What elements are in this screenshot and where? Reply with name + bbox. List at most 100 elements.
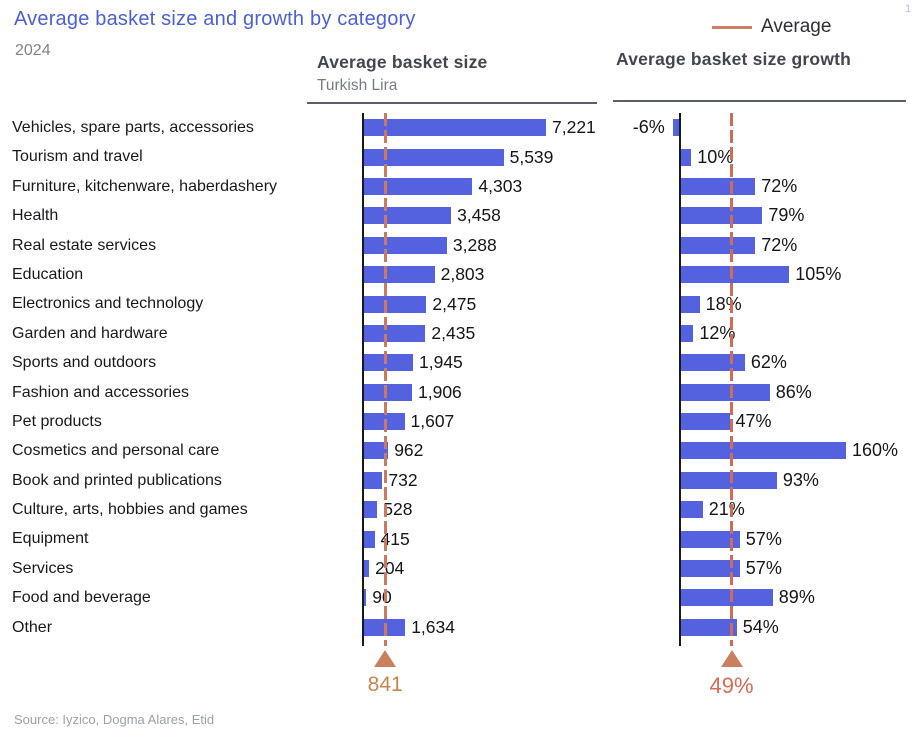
bar-row: -6%: [633, 113, 923, 142]
bar: [681, 266, 790, 284]
bar-row: 1,906: [364, 378, 617, 407]
bar: [364, 560, 370, 578]
bar-value-label: 2,475: [432, 293, 477, 314]
bar-row: 79%: [681, 201, 923, 230]
right-bars: -6% 10% 72% 79% 72% 105% 18% 12% 62% 86% 47% 160% 93…: [633, 113, 923, 642]
bar-value-label: 160%: [852, 440, 899, 461]
bar-value-label: 1,607: [410, 411, 455, 432]
bar: [364, 177, 473, 195]
bar: [681, 383, 770, 401]
basket-size-chart: 7,221 5,539 4,303 3,458 3,288 2,803 2,475 2,435…: [362, 113, 617, 713]
bar-row: 3,288: [364, 231, 617, 260]
bar-row: 18%: [681, 289, 923, 318]
bar-row: 528: [364, 495, 617, 524]
right-panel-rule: [613, 100, 906, 102]
average-marker-icon: [374, 650, 397, 667]
bar-value-label: 105%: [795, 264, 842, 285]
bar: [681, 324, 694, 342]
bar: [364, 354, 413, 372]
bar-row: 962: [364, 436, 617, 465]
bar-row: 732: [364, 466, 617, 495]
category-label: Fashion and accessories: [12, 383, 189, 401]
bar-value-label: 10%: [697, 146, 734, 167]
bar-value-label: 3,458: [457, 205, 501, 226]
bar-row: 2,475: [364, 289, 617, 318]
average-line: [383, 113, 387, 646]
bar-value-label: 204: [375, 558, 405, 579]
bar: [681, 236, 756, 254]
category-label: Education: [12, 265, 84, 283]
category-label: Garden and hardware: [12, 324, 168, 342]
bar-value-label: 1,906: [418, 381, 462, 402]
average-value-label: 841: [367, 673, 403, 696]
bar: [681, 177, 756, 195]
category-label: Pet products: [12, 412, 102, 430]
bar: [681, 148, 692, 166]
year-subtitle: 2024: [15, 42, 51, 59]
bar-row: 57%: [681, 554, 923, 583]
bar: [364, 119, 546, 137]
bar-value-label: 18%: [705, 293, 742, 314]
bar-value-label: 62%: [750, 352, 787, 373]
bar-row: 1,607: [364, 407, 617, 436]
bar: [681, 207, 763, 225]
bar: [364, 295, 427, 313]
bar: [681, 501, 703, 519]
category-label: Tourism and travel: [12, 148, 143, 166]
bar-row: 89%: [681, 583, 923, 612]
bar-value-label: 7,221: [552, 117, 596, 138]
bar-row: 90: [364, 583, 617, 612]
bar-value-label: 3,288: [452, 234, 497, 255]
category-label: Food and beverage: [12, 589, 151, 607]
bar-row: 86%: [681, 378, 923, 407]
source-note: Source: Iyzico, Dogma Alares, Etid: [14, 712, 215, 727]
bar: [364, 324, 426, 342]
bar-value-label: 732: [388, 469, 418, 490]
bar: [681, 471, 777, 489]
bar-value-label: 72%: [761, 234, 798, 255]
right-axis: [679, 113, 681, 646]
bar: [364, 471, 383, 489]
bar-row: 204: [364, 554, 617, 583]
bar: [672, 119, 679, 137]
bar: [364, 207, 452, 225]
category-label: Sports and outdoors: [12, 354, 157, 372]
bar-row: 62%: [681, 348, 923, 377]
category-label: Book and printed publications: [12, 471, 222, 489]
bar-value-label: 47%: [735, 411, 772, 432]
category-label: Culture, arts, hobbies and games: [12, 501, 248, 519]
legend: Average: [712, 16, 831, 38]
bar: [364, 501, 378, 519]
bar-row: 21%: [681, 495, 923, 524]
bar: [364, 530, 375, 548]
average-marker-icon: [720, 650, 743, 667]
bar-value-label: 962: [394, 440, 424, 461]
category-label: Electronics and technology: [12, 295, 204, 313]
left-axis: [362, 113, 364, 646]
bar-value-label: 5,539: [509, 146, 554, 167]
bar: [681, 618, 737, 636]
category-label: Other: [12, 618, 53, 636]
bar-value-label: 415: [380, 528, 410, 549]
bar: [364, 383, 412, 401]
bar-row: 3,458: [364, 201, 617, 230]
bar-value-label: 2,803: [440, 264, 485, 285]
bar-value-label: 89%: [778, 587, 815, 608]
page-title: Average basket size and growth by catego…: [14, 8, 416, 30]
bar: [681, 442, 846, 460]
bar: [681, 354, 745, 372]
bar-value-label: 2,435: [431, 322, 476, 343]
left-panel-rule: [307, 102, 597, 104]
left-panel-title: Average basket size: [317, 52, 488, 72]
bar: [681, 560, 740, 578]
bar-row: 72%: [681, 172, 923, 201]
legend-label: Average: [761, 16, 832, 37]
bar: [364, 442, 389, 460]
bar: [364, 148, 504, 166]
category-label: Furniture, kitchenware, haberdashery: [12, 177, 278, 195]
bar-value-label: -6%: [632, 117, 665, 138]
bar-row: 105%: [681, 260, 923, 289]
bar-row: 2,803: [364, 260, 617, 289]
bar-row: 1,945: [364, 348, 617, 377]
bar-value-label: 1,634: [411, 616, 455, 637]
